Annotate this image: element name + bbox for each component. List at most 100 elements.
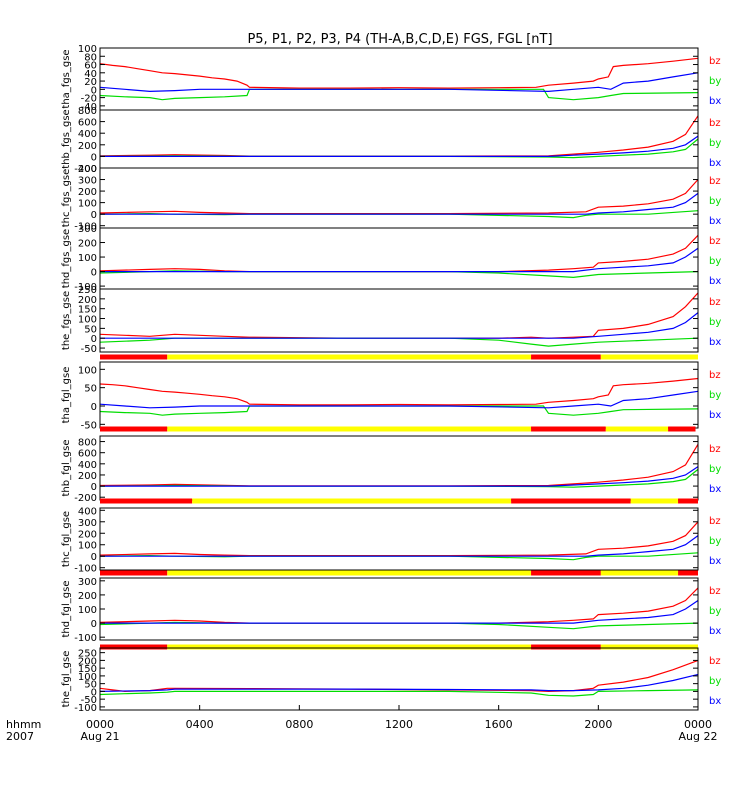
y-tick-label: 80 [84, 52, 97, 63]
panel-tha_fgl_gse: 100 50 0 -50 tha_fgl_gse bz by bx [61, 361, 721, 432]
mode-bar-segment [600, 354, 698, 360]
series-bz-line-thc_fgl_gse [99, 521, 699, 557]
x-tick-label: 1600 [485, 718, 513, 731]
legend-by: by [709, 256, 721, 267]
x-tick-label: 0000 [684, 718, 712, 731]
y-tick-label: 800 [78, 106, 97, 117]
y-axis-label: the_fgl_gse [61, 651, 72, 708]
y-tick-label: 200 [78, 187, 97, 198]
x-tick-label: 0800 [285, 718, 313, 731]
y-tick-label: 200 [78, 656, 97, 667]
y-tick-label: 200 [78, 239, 97, 250]
y-tick-label: 100 [78, 315, 97, 326]
y-tick-label: 250 [78, 285, 97, 296]
legend-by: by [709, 138, 721, 149]
series-bx-line-thc_fgl_gse [100, 535, 699, 557]
mode-bar-segment [531, 426, 606, 432]
series-by-line-tha_fgl_gse [99, 405, 699, 416]
y-tick-label: 150 [78, 664, 97, 675]
mode-bar-segment [100, 426, 168, 432]
legend-bx: bx [709, 696, 721, 707]
y-tick-label: 100 [78, 199, 97, 210]
series-bx-line-the_fgl_gse [99, 673, 699, 692]
y-axis-label: tha_fgl_gse [61, 367, 72, 424]
mode-bar-segment [100, 644, 168, 650]
panel-frame [99, 47, 699, 111]
y-tick-label: 0 [91, 402, 97, 413]
y-tick-label: 200 [78, 295, 97, 306]
y-tick-label: 100 [78, 44, 97, 55]
x-tick-label: 0000 [86, 718, 114, 731]
legend-by: by [709, 536, 721, 547]
y-tick-label: 200 [78, 141, 97, 152]
series-bz-line-thd_fgs_gse [99, 234, 699, 273]
series-bz-line-the_fgs_gse [99, 292, 699, 339]
y-axis-label: tha_fgs_gse [61, 49, 72, 108]
mode-bar-segment [531, 644, 601, 650]
y-tick-label: 200 [78, 471, 97, 482]
y-tick-label: -100 [74, 633, 97, 644]
x-axis-row1-prefix: hhmm [6, 718, 41, 731]
chart-title: P5, P1, P2, P3, P4 (TH-A,B,C,D,E) FGS, F… [247, 32, 552, 47]
x-tick-label: 2000 [584, 718, 612, 731]
legend-bz: bz [709, 118, 721, 129]
y-tick-label: -50 [81, 420, 97, 431]
y-tick-label: 0 [91, 85, 97, 96]
y-tick-label: 300 [78, 577, 97, 588]
series-by-line-tha_fgs_gse [99, 88, 699, 101]
mode-bar-segment [605, 426, 669, 432]
series-bz-line-thb_fgl_gse [99, 443, 699, 487]
y-tick-label: 0 [91, 334, 97, 345]
mode-bar-segment [531, 354, 601, 360]
x-tick-label: 0400 [186, 718, 214, 731]
legend-by: by [709, 464, 721, 475]
mode-bar-segment [167, 354, 532, 360]
legend-by: by [709, 317, 721, 328]
y-tick-label: 300 [78, 224, 97, 235]
legend-bx: bx [709, 158, 721, 169]
series-by-line-the_fgl_gse [99, 689, 699, 697]
mode-bar-segment [511, 498, 631, 504]
y-tick-label: -200 [74, 164, 97, 175]
series-bx-line-thc_fgs_gse [100, 192, 699, 215]
series-bx-line-thd_fgs_gse [100, 247, 699, 273]
y-tick-label: 100 [78, 253, 97, 264]
y-axis-label: the_fgs_gse [61, 291, 72, 350]
y-axis-label: thb_fgs_gse [61, 109, 72, 168]
legend-bz: bz [709, 236, 721, 247]
y-tick-label: -100 [74, 703, 97, 714]
y-axis-label: thd_fgl_gse [61, 581, 72, 638]
y-tick-label: 400 [78, 506, 97, 517]
y-tick-label: 300 [78, 518, 97, 529]
y-tick-label: 50 [84, 324, 97, 335]
series-bz-line-thb_fgs_gse [99, 115, 699, 157]
series-bx-line-thd_fgl_gse [100, 600, 699, 624]
y-tick-label: 400 [78, 460, 97, 471]
legend-bx: bx [709, 96, 721, 107]
y-tick-label: -100 [74, 222, 97, 233]
x-axis-row2-prefix: 2007 [6, 730, 34, 743]
legend-by: by [709, 390, 721, 401]
legend-bz: bz [709, 176, 721, 187]
y-tick-label: 100 [78, 605, 97, 616]
y-tick-label: 300 [78, 176, 97, 187]
y-tick-label: 60 [84, 61, 97, 72]
series-bz-line-tha_fgl_gse [99, 377, 699, 406]
panel-frame [99, 435, 699, 501]
y-tick-label: -50 [81, 344, 97, 355]
series-bz-line-tha_fgs_gse [99, 57, 699, 89]
y-tick-label: 50 [84, 680, 97, 691]
y-tick-label: -100 [74, 282, 97, 293]
legend-bz: bz [709, 586, 721, 597]
legend-bz: bz [709, 444, 721, 455]
mode-bar-segment [167, 644, 532, 650]
mode-bar-segment [100, 570, 168, 576]
